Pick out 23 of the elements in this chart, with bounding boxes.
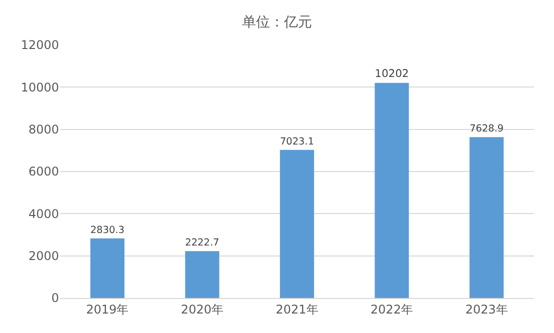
x-tick-label: 2019年 xyxy=(86,302,129,316)
x-tick-label: 2021年 xyxy=(276,302,318,316)
bar xyxy=(90,238,124,298)
bar xyxy=(374,82,409,298)
bar xyxy=(185,251,220,298)
x-tick-label: 2023年 xyxy=(465,302,508,316)
data-label: 10202 xyxy=(374,67,409,80)
y-tick-label: 12000 xyxy=(20,38,59,52)
chart-title: 单位：亿元 xyxy=(242,14,312,30)
y-tick-label: 6000 xyxy=(28,164,59,179)
bar xyxy=(470,137,504,298)
y-tick-label: 10000 xyxy=(20,80,59,94)
data-label: 2222.7 xyxy=(185,238,220,249)
x-tick-label: 2022年 xyxy=(370,302,414,316)
y-tick-label: 4000 xyxy=(28,206,59,221)
y-tick-label: 8000 xyxy=(28,122,59,137)
y-tick-label: 0 xyxy=(51,291,59,306)
y-tick-label: 2000 xyxy=(28,249,59,264)
data-label: 7628.9 xyxy=(470,124,504,135)
bar xyxy=(280,150,314,298)
data-label: 7023.1 xyxy=(280,136,314,148)
data-label: 2830.3 xyxy=(90,224,124,236)
x-tick-label: 2020年 xyxy=(180,302,224,316)
